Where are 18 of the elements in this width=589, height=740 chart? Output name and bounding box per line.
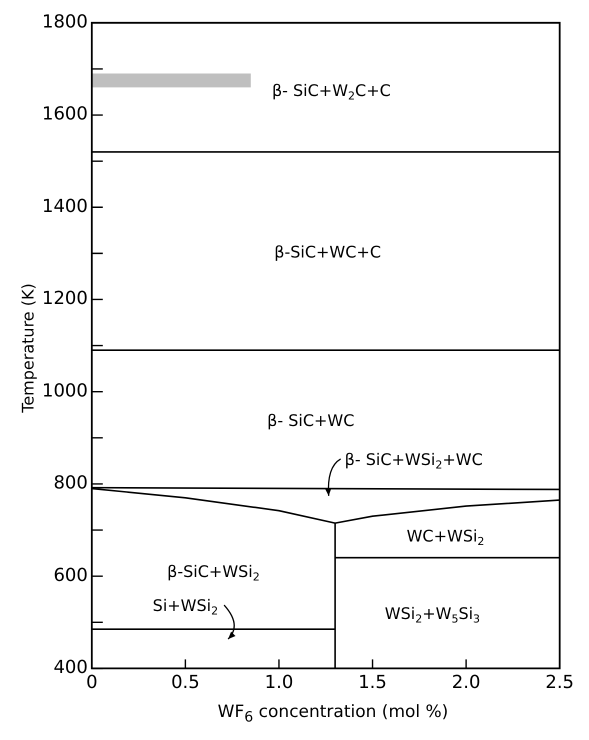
x-tick-label: 0 (86, 672, 98, 693)
x-tick-label: 0.5 (171, 672, 200, 693)
y-tick-label: 1800 (42, 11, 88, 32)
y-tick-label: 600 (53, 564, 88, 586)
y-tick-label: 1200 (42, 288, 88, 310)
x-tick-label: 2.5 (545, 672, 574, 693)
annotation: β- SiC+WC (267, 410, 354, 430)
y-axis-title: Temperature (K) (18, 283, 38, 413)
y-tick-label: 400 (53, 657, 88, 678)
x-tick-label: 1.0 (264, 672, 294, 693)
annotation: β-SiC+WC+C (274, 242, 381, 262)
y-tick-label: 800 (53, 472, 88, 494)
x-tick-label: 2.0 (452, 672, 480, 693)
x-axis-title: WF$_{6}$ concentration (mol %) (216, 702, 450, 726)
y-tick-label: 1400 (42, 196, 88, 217)
x-tick-label: 1.5 (358, 672, 387, 693)
y-tick-label: 1600 (42, 104, 88, 125)
y-tick-label: 1000 (42, 380, 88, 402)
